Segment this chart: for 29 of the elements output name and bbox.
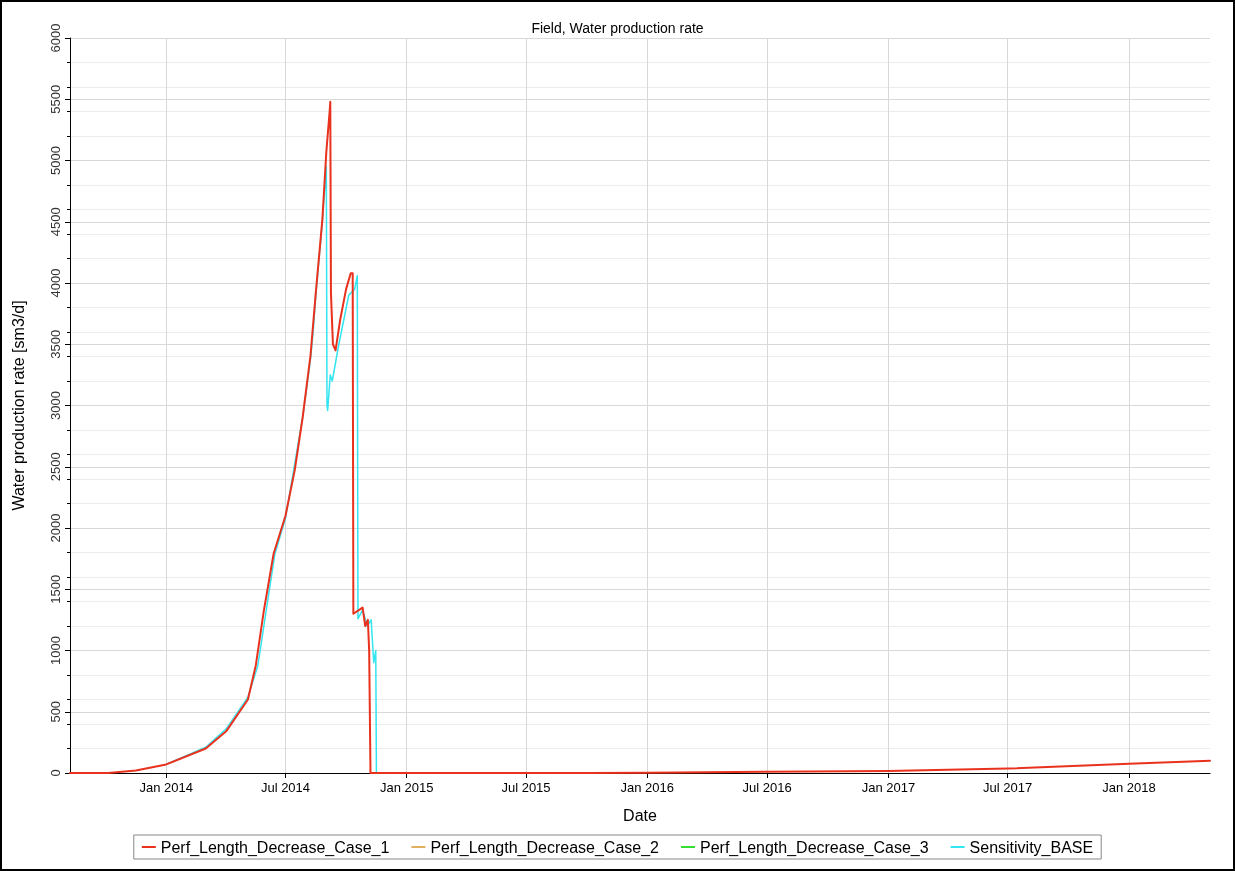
legend-label: Sensitivity_BASE bbox=[969, 838, 1094, 857]
chart-title: Field, Water production rate bbox=[531, 20, 704, 36]
x-tick-label: Jan 2015 bbox=[379, 780, 434, 795]
y-tick-label: 3500 bbox=[48, 329, 63, 359]
y-tick-label: 1000 bbox=[48, 636, 63, 665]
x-tick-label: Jan 2018 bbox=[1102, 780, 1156, 795]
y-tick-label: 3000 bbox=[48, 391, 63, 420]
y-tick-label: 500 bbox=[48, 700, 63, 723]
y-tick-label: 5500 bbox=[48, 84, 63, 114]
y-tick-label: 4000 bbox=[48, 268, 63, 298]
y-tick-label: 2000 bbox=[48, 513, 63, 543]
legend-label: Perf_Length_Decrease_Case_1 bbox=[160, 838, 390, 857]
x-tick-label: Jan 2017 bbox=[861, 780, 916, 795]
y-tick-label: 1500 bbox=[48, 574, 63, 604]
y-tick-label: 5000 bbox=[48, 146, 63, 175]
y-tick-label: 0 bbox=[48, 769, 63, 777]
legend-label: Perf_Length_Decrease_Case_2 bbox=[430, 838, 660, 857]
y-tick-label: 6000 bbox=[48, 23, 63, 53]
legend-label: Perf_Length_Decrease_Case_3 bbox=[700, 838, 929, 857]
x-tick-label: Jan 2016 bbox=[620, 780, 674, 795]
x-tick-label: Jul 2017 bbox=[983, 780, 1033, 795]
x-tick-label: Jan 2014 bbox=[139, 780, 193, 795]
x-tick-label: Jul 2015 bbox=[501, 780, 551, 795]
y-tick-label: 2500 bbox=[48, 452, 63, 482]
y-axis-title: Water production rate [sm3/d] bbox=[9, 300, 27, 511]
y-tick-label: 4500 bbox=[48, 207, 63, 237]
x-axis-title: Date bbox=[623, 806, 657, 824]
x-tick-label: Jul 2014 bbox=[260, 780, 311, 795]
x-tick-label: Jul 2016 bbox=[742, 780, 792, 795]
